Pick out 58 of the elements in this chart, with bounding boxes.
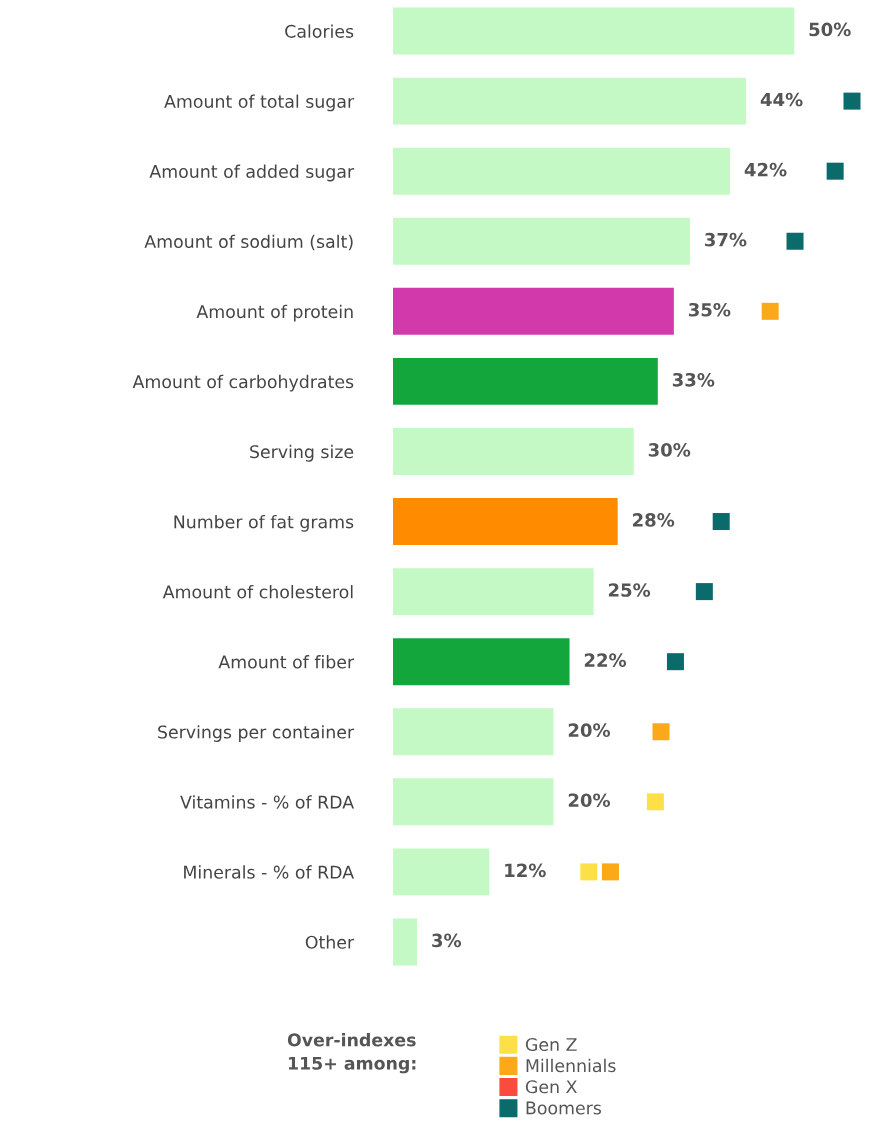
bar (393, 147, 731, 195)
y-tick-label: Vitamins - % of RDA (180, 795, 354, 809)
bar (393, 287, 674, 335)
y-tick-label: Other (305, 935, 355, 949)
bar (393, 918, 418, 966)
point (666, 653, 684, 671)
bar (393, 357, 658, 405)
bar (393, 7, 795, 55)
bar (393, 638, 570, 686)
legend-title: Over-indexes 115+ among: (287, 1033, 416, 1074)
bar (393, 708, 554, 756)
y-tick-label: Number of fat grams (174, 514, 354, 532)
y-tick-label: Servings per container (158, 725, 355, 742)
legend-label: Boomers (526, 1101, 602, 1115)
y-tick-label: Minerals - % of RDA (184, 865, 354, 879)
y-tick-label: Amount of added sugar (149, 164, 355, 182)
y-tick-label: Amount of fiber (218, 655, 355, 669)
data-label: 12% (505, 863, 546, 878)
data-label: 25% (608, 583, 651, 597)
point (843, 92, 861, 110)
point (652, 723, 670, 741)
legend-label: Gen Z (525, 1037, 577, 1052)
y-tick-label: Calories (285, 24, 354, 38)
y-tick-label: Amount of sodium (salt) (144, 234, 353, 251)
point (695, 583, 713, 601)
data-label: 22% (584, 653, 627, 667)
data-label: 42% (744, 162, 787, 177)
y-tick-label: Amount of cholesterol (162, 585, 353, 599)
y-tick-label: Serving size (250, 444, 354, 462)
legend-label: Millennials (526, 1058, 616, 1073)
bar (393, 568, 594, 616)
point (826, 162, 844, 180)
data-label: 50% (809, 22, 851, 37)
bar (393, 848, 490, 896)
data-label: 30% (648, 443, 691, 457)
data-label: 3% (432, 933, 462, 948)
data-label: 35% (688, 302, 731, 317)
point (761, 302, 779, 320)
y-tick-label: Amount of protein (196, 304, 353, 322)
point (580, 863, 598, 881)
data-label: 20% (568, 793, 611, 808)
point (646, 793, 664, 811)
data-label: 28% (633, 513, 675, 527)
data-label: 37% (705, 232, 747, 247)
data-label: 33% (672, 372, 715, 387)
y-tick-label: Amount of total sugar (164, 94, 355, 112)
point (601, 863, 619, 881)
bar (393, 217, 690, 265)
bar (393, 77, 747, 125)
data-label: 44% (760, 92, 803, 107)
point (786, 232, 804, 250)
point (712, 513, 730, 531)
data-label: 20% (568, 723, 611, 737)
bar (393, 427, 634, 475)
bar (393, 778, 554, 826)
legend-label: Gen X (525, 1080, 577, 1094)
bar (393, 498, 618, 546)
y-tick-label: Amount of carbohydrates (132, 374, 354, 392)
